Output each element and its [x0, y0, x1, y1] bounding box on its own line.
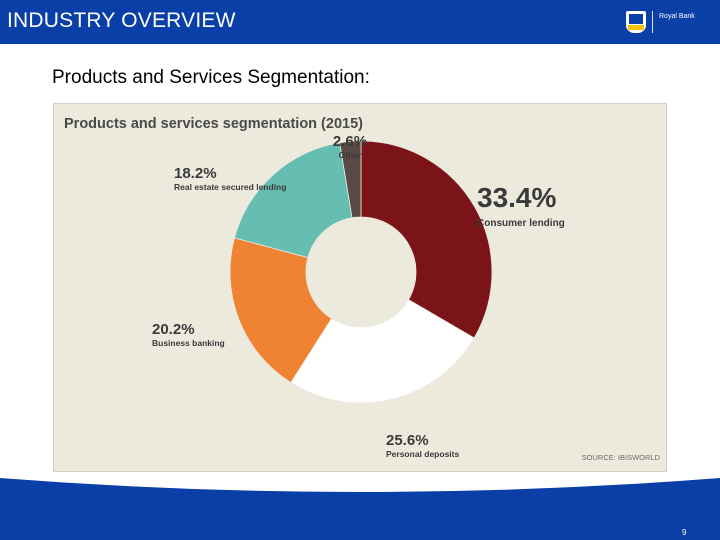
slide-subtitle: Products and Services Segmentation: — [52, 67, 370, 88]
slice-value-label: 2.6% — [333, 133, 367, 150]
slice-value-label: 18.2% — [174, 165, 217, 182]
labels-group: 33.4% Consumer lending 25.6%Personal depos… — [152, 133, 565, 459]
slice-consumer-lending — [360, 140, 493, 339]
donut-chart: Products and services segmentation (2015… — [64, 116, 661, 462]
slice-category-label: Consumer lending — [477, 218, 565, 229]
chart-source: SOURCE: IBISWORLD — [582, 453, 661, 462]
slice-other — [339, 140, 362, 219]
slices-group — [229, 140, 493, 404]
slice-category-label: Business banking — [152, 338, 225, 348]
slice-personal-deposits — [290, 299, 475, 404]
slice-category-label: Other — [339, 150, 362, 160]
slice-value-label: 25.6% — [386, 432, 429, 449]
slice-real-estate-secured-lending — [234, 142, 353, 259]
slice-business-banking — [229, 237, 333, 384]
logo-divider — [652, 11, 653, 33]
slice-category-label: Real estate secured lending — [174, 182, 286, 192]
slice-category-label: Personal deposits — [386, 449, 459, 459]
logo-text: Royal Bank — [659, 13, 695, 20]
slice-value-label: 33.4% — [477, 182, 556, 213]
header-bar: INDUSTRY OVERVIEW Royal Bank — [0, 0, 720, 44]
chart-frame: Products and services segmentation (2015… — [53, 103, 667, 472]
royal-bank-logo: Royal Bank — [626, 9, 714, 35]
slice-value-label: 20.2% — [152, 321, 195, 338]
page-number: 9 — [682, 528, 687, 537]
rbc-shield-icon — [626, 11, 646, 33]
footer-band — [0, 478, 720, 540]
chart-title: Products and services segmentation (2015… — [64, 116, 363, 132]
page-title: INDUSTRY OVERVIEW — [7, 9, 236, 32]
